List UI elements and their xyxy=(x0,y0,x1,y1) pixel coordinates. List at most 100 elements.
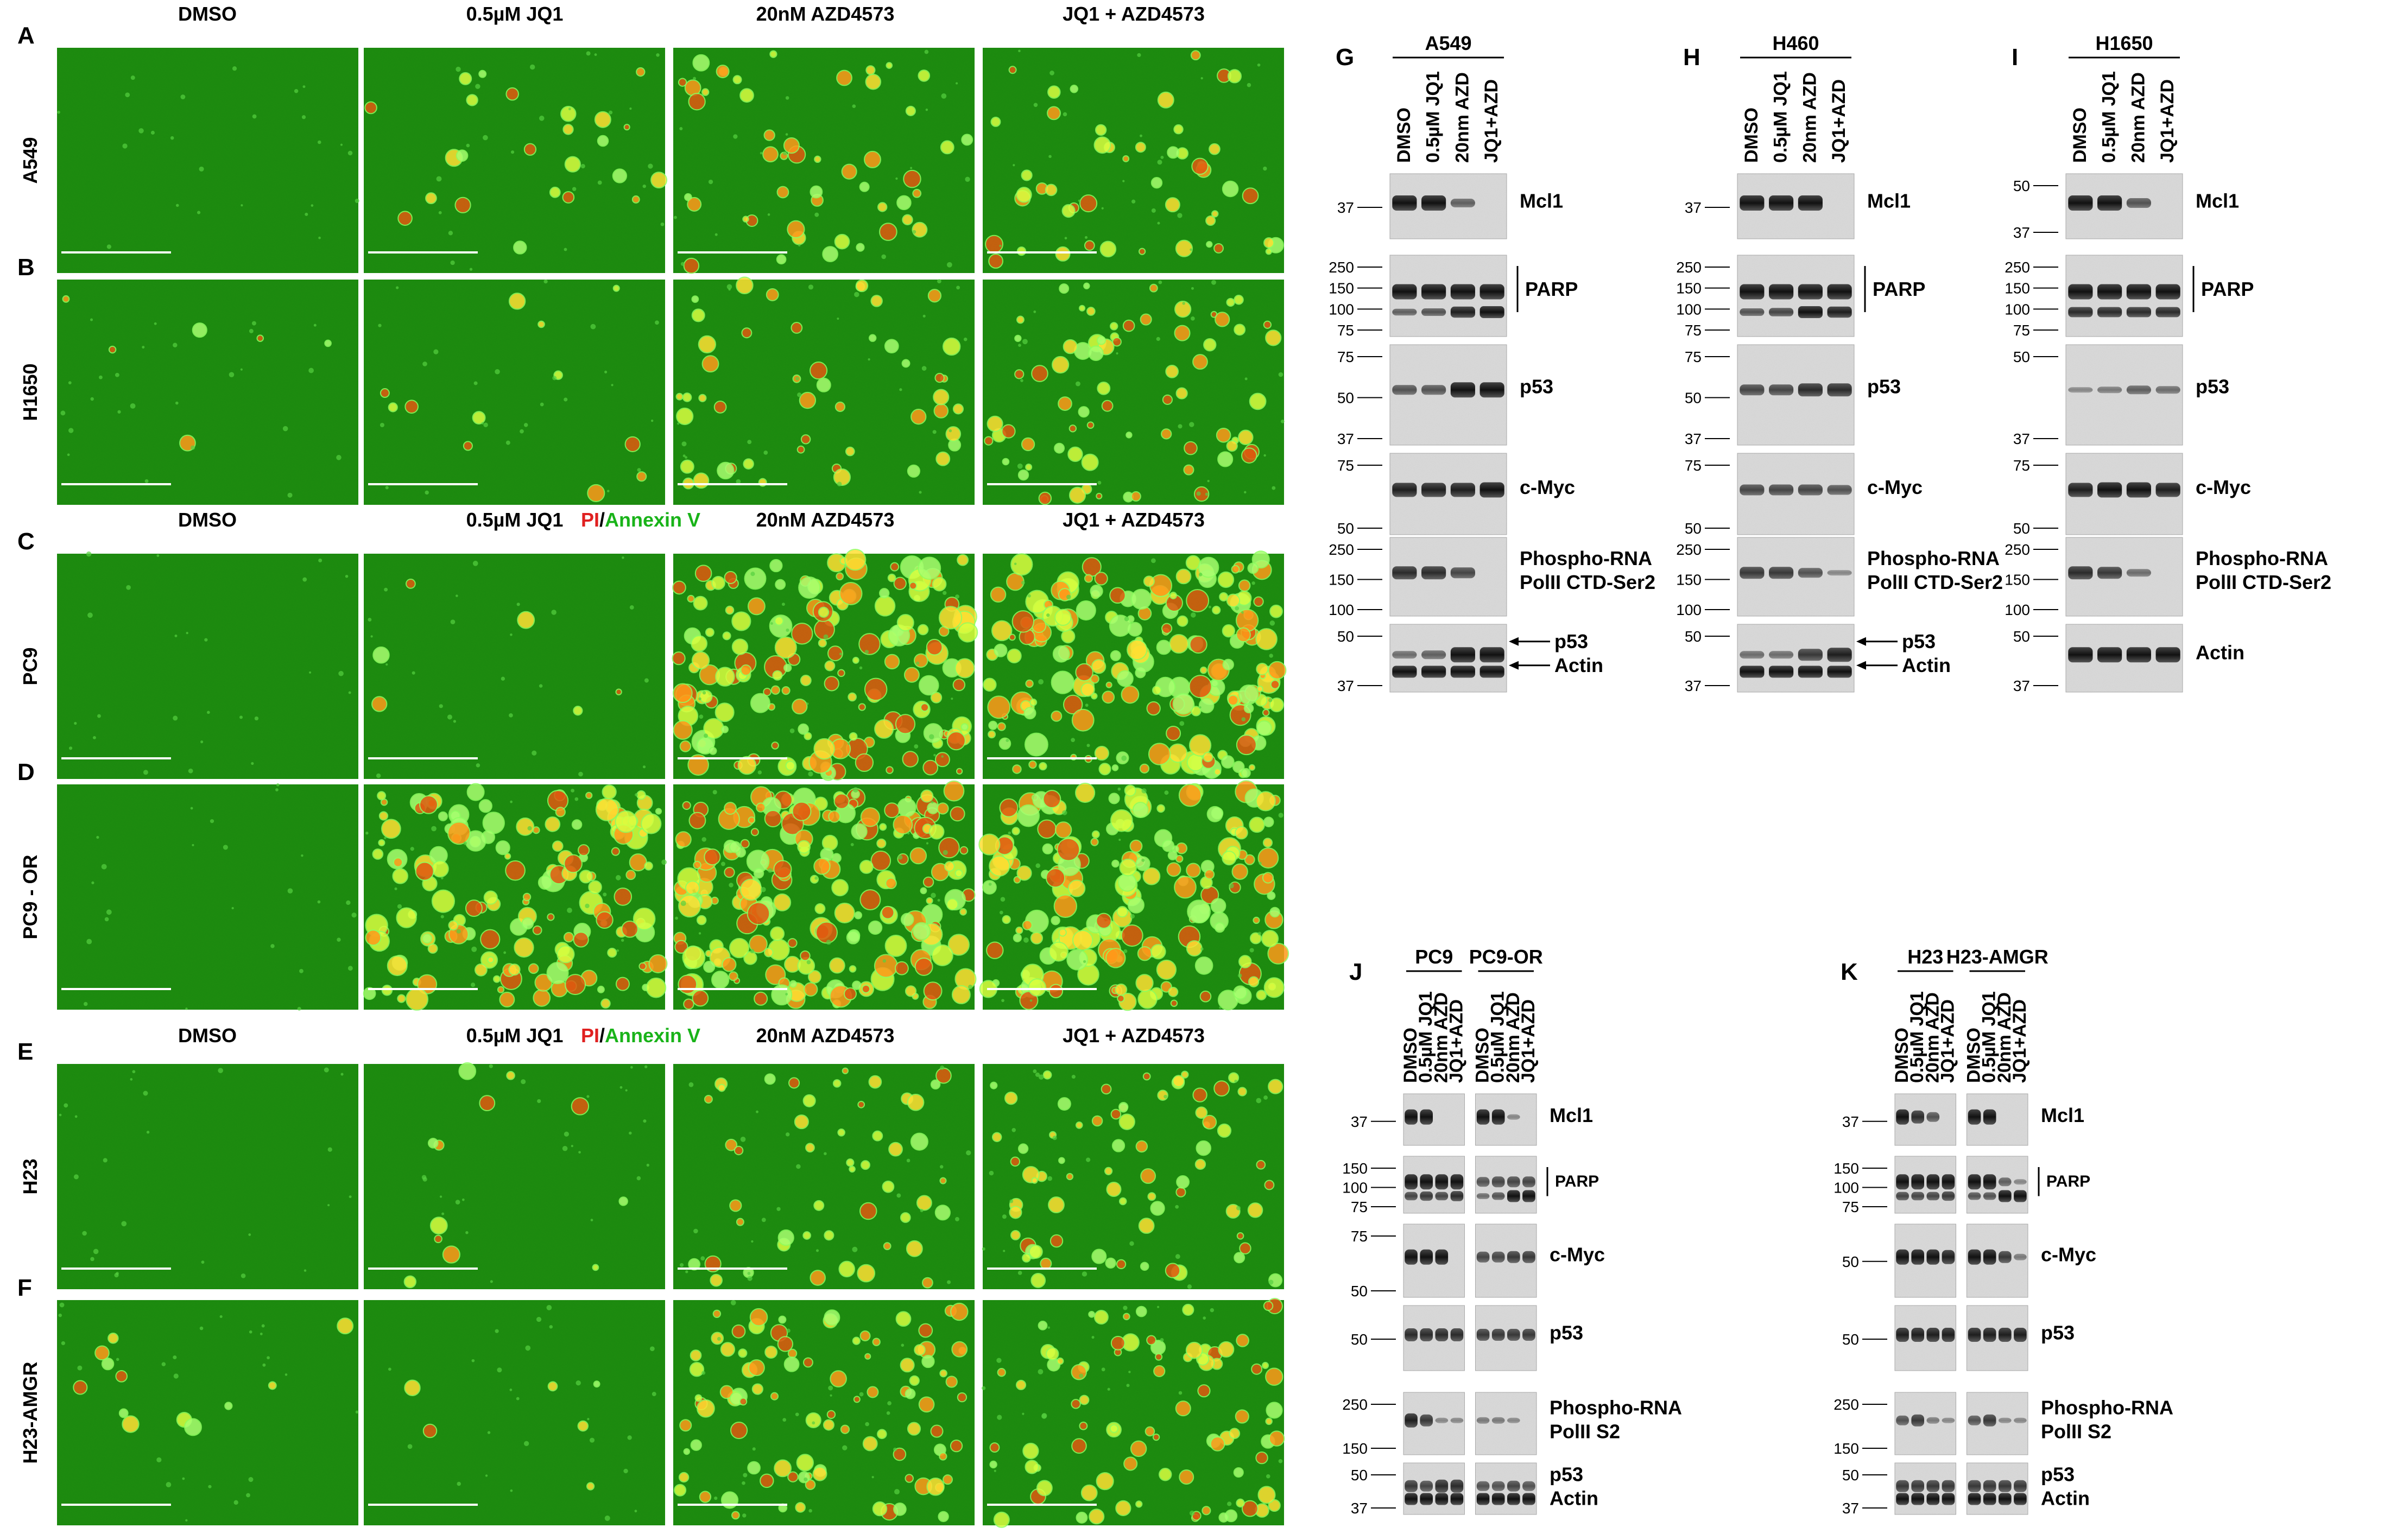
mw-marker-75: 75 xyxy=(1337,457,1354,474)
band xyxy=(2068,284,2093,300)
band xyxy=(2014,1480,2027,1492)
band xyxy=(2097,284,2122,300)
band xyxy=(1926,1417,1940,1424)
protein-label-Actin: Actin xyxy=(1554,654,1603,676)
lane-label-1: DMSO xyxy=(1741,107,1762,163)
band xyxy=(1450,382,1475,398)
band xyxy=(2068,307,2093,318)
band xyxy=(1507,1251,1520,1263)
micrograph-E-2 xyxy=(364,1062,665,1289)
band xyxy=(1968,1192,1981,1200)
mw-marker-100: 100 xyxy=(1329,301,1354,318)
lane-label-1: DMSO xyxy=(2070,107,2090,163)
cell-line-H1650: H1650 xyxy=(2095,32,2153,54)
blot-strip-p53-4: 50 p53 xyxy=(1842,1305,2075,1371)
band xyxy=(1769,308,1794,316)
band xyxy=(1911,1493,1924,1505)
band xyxy=(1911,1480,1924,1492)
blot-strip-PARP-2: 250 150 100 75 PARP xyxy=(1329,255,1578,339)
band xyxy=(1479,666,1504,678)
band xyxy=(1999,1480,2012,1492)
band xyxy=(1983,1174,1996,1190)
band xyxy=(1942,1417,1955,1423)
protein-label-p53: p53 xyxy=(1867,376,1901,398)
band xyxy=(1476,1177,1490,1187)
band xyxy=(1896,1174,1909,1190)
protein-label-PolIICTDSer2: PolII CTD-Ser2 xyxy=(1520,571,1655,593)
band xyxy=(1420,1109,1433,1125)
blot-strip-PARP-2: 250 150 100 75 PARP xyxy=(1676,255,1925,339)
band xyxy=(1983,1493,1996,1505)
band xyxy=(2014,1493,2027,1505)
micrograph-E-4 xyxy=(982,1064,1284,1289)
protein-label-p53: p53 xyxy=(2041,1463,2075,1485)
protein-label-Mcl1: Mcl1 xyxy=(2196,189,2239,212)
lane-label-5: DMSO xyxy=(1472,1028,1493,1083)
mw-marker-75: 75 xyxy=(1685,348,1702,365)
band xyxy=(1999,1493,2012,1505)
protein-label-Actin: Actin xyxy=(1902,654,1951,676)
band xyxy=(1983,1480,1996,1492)
protein-label-p53: p53 xyxy=(1550,1321,1583,1343)
mw-marker-150: 150 xyxy=(1676,572,1702,588)
band xyxy=(1968,1415,1981,1425)
band xyxy=(2014,1328,2027,1342)
band xyxy=(1450,306,1475,318)
protein-label-p53: p53 xyxy=(1520,376,1553,398)
band xyxy=(1450,1479,1464,1493)
band xyxy=(1942,1250,1955,1264)
band xyxy=(1896,1493,1909,1505)
band xyxy=(1896,1109,1909,1125)
mw-marker-100: 100 xyxy=(1833,1180,1859,1196)
band xyxy=(1740,384,1765,396)
mw-marker-50: 50 xyxy=(1337,520,1354,537)
band xyxy=(1968,1109,1981,1125)
protein-label-PARP: PARP xyxy=(1555,1173,1599,1190)
band xyxy=(1911,1174,1924,1190)
protein-label-Mcl1: Mcl1 xyxy=(2041,1104,2084,1126)
lane-label-2: 0.5µM JQ1 xyxy=(1415,991,1436,1083)
blot-panel-H: H H460 DMSO 0.5µM JQ1 20nm AZD JQ1+AZD 37 Mcl1 2… xyxy=(1676,32,2003,694)
mw-marker-150: 150 xyxy=(1329,572,1354,588)
mw-marker-50: 50 xyxy=(2013,520,2030,537)
column-header-4: JQ1 + AZD4573 xyxy=(1063,3,1205,25)
band xyxy=(1896,1328,1909,1342)
band xyxy=(1896,1480,1909,1492)
mw-marker-75: 75 xyxy=(1337,322,1354,339)
mw-marker-100: 100 xyxy=(1329,601,1354,618)
band xyxy=(1507,1480,1520,1492)
band xyxy=(1421,566,1446,580)
band xyxy=(1926,1493,1940,1505)
cell-line-H460: H460 xyxy=(1772,32,1819,54)
mw-marker-75: 75 xyxy=(1842,1199,1859,1215)
band xyxy=(1421,284,1446,300)
band xyxy=(1405,1480,1418,1492)
band xyxy=(1769,567,1794,579)
band xyxy=(1942,1480,1955,1492)
band xyxy=(1450,666,1475,678)
lane-label-8: JQ1+AZD xyxy=(2009,999,2030,1083)
cell-line-H23-AMGR: H23-AMGR xyxy=(1946,946,2048,968)
panel-letter-D: D xyxy=(17,759,35,785)
band xyxy=(1420,1480,1433,1492)
band xyxy=(1769,651,1794,659)
band xyxy=(1491,1192,1505,1200)
column-header-2: 0.5µM JQ1 xyxy=(466,509,564,531)
lane-label-6: 0.5µM JQ1 xyxy=(1979,991,2000,1083)
mw-marker-150: 150 xyxy=(2005,572,2030,588)
cell-line-PC9-OR: PC9-OR xyxy=(1469,946,1543,968)
band xyxy=(1491,1493,1505,1505)
band xyxy=(1740,567,1765,579)
blot-strip-PARP-2: 250 150 100 75 PARP xyxy=(2005,255,2254,339)
mw-marker-150: 150 xyxy=(1676,280,1702,297)
band xyxy=(1999,1251,2012,1263)
band xyxy=(2097,482,2122,498)
micrograph-D-1 xyxy=(57,783,358,1011)
band xyxy=(1420,1328,1433,1341)
column-header-1: DMSO xyxy=(178,1024,237,1047)
mw-marker-150: 150 xyxy=(1342,1440,1368,1457)
band xyxy=(1740,651,1765,659)
mw-marker-50: 50 xyxy=(1685,520,1702,537)
